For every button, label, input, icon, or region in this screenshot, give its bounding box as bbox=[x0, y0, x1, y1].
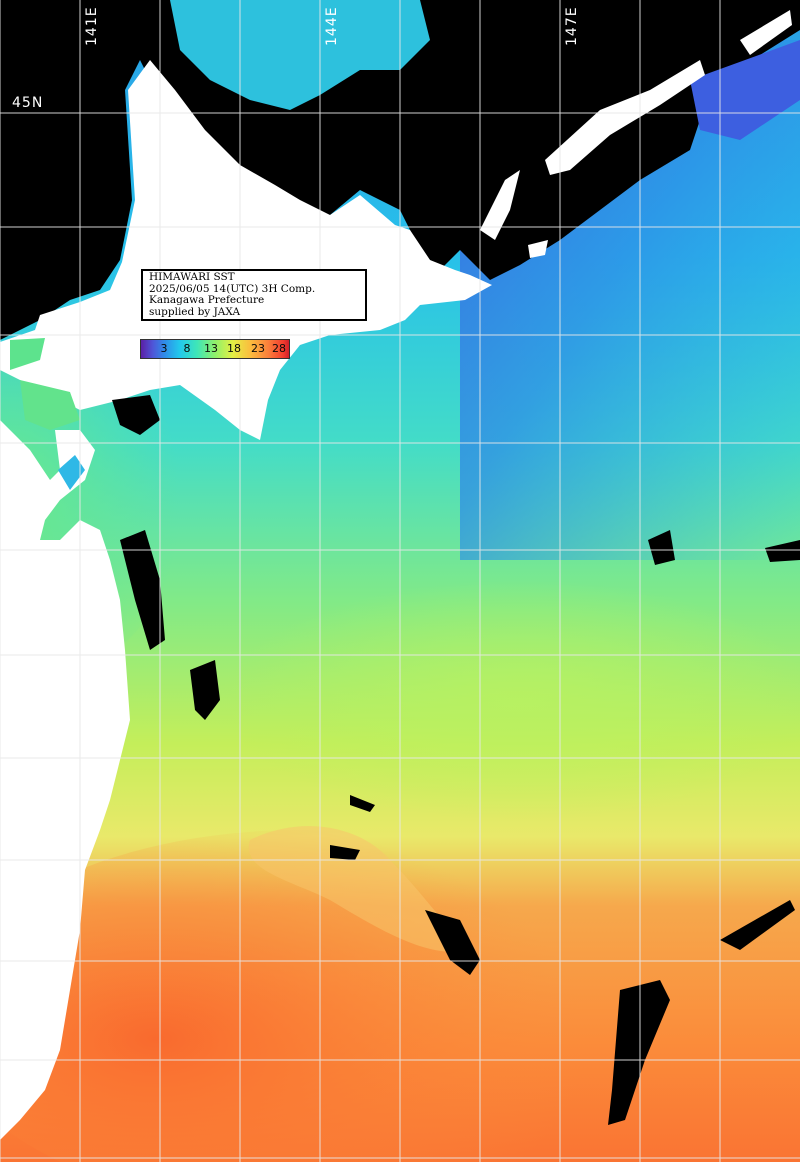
cloud-sanriku-1 bbox=[120, 530, 165, 650]
kunashiri-island bbox=[480, 170, 520, 240]
hokkaido-land bbox=[0, 60, 492, 440]
shikotan-island bbox=[528, 240, 548, 258]
cloud-oshima-coast bbox=[20, 380, 80, 430]
etorofu-island bbox=[545, 60, 705, 175]
cloud-offshore-2 bbox=[608, 980, 670, 1125]
urup-island bbox=[740, 10, 792, 55]
legend-tick-13: 13 bbox=[204, 342, 218, 355]
cloud-offshore-3 bbox=[720, 900, 795, 950]
honshu-land bbox=[0, 420, 130, 1140]
legend-tick-28: 28 bbox=[272, 342, 286, 355]
info-prefecture: Kanagawa Prefecture bbox=[149, 294, 265, 306]
cloud-offshore-1 bbox=[425, 910, 480, 975]
cloud-sanriku-2 bbox=[190, 660, 220, 720]
mid-green-band bbox=[220, 580, 800, 820]
legend-tick-23: 23 bbox=[251, 342, 265, 355]
cloud-offshore-6 bbox=[648, 530, 675, 565]
legend-tick-3: 3 bbox=[160, 342, 168, 355]
lon-label-144e: 144E bbox=[324, 6, 340, 46]
legend-tick-18: 18 bbox=[227, 342, 241, 355]
cloud-east-hokkaido bbox=[112, 395, 160, 435]
temperature-legend: 3 8 13 18 23 28 bbox=[140, 339, 290, 359]
cloud-sakhalin-coast bbox=[10, 338, 45, 370]
lat-label-45n: 45N bbox=[12, 95, 44, 111]
lon-label-141e: 141E bbox=[84, 6, 100, 46]
info-supplier: supplied by JAXA bbox=[149, 305, 241, 318]
warm-eddy-tongue bbox=[248, 826, 470, 952]
cloud-offshore-7 bbox=[765, 540, 800, 562]
blue-patch-northeast bbox=[690, 40, 800, 140]
info-box: HIMAWARI SST 2025/06/05 14(UTC) 3H Comp.… bbox=[141, 269, 367, 321]
lon-label-147e: 147E bbox=[564, 6, 580, 46]
warm-core bbox=[0, 830, 660, 1162]
tsugaru-mutsu-bay bbox=[58, 455, 85, 490]
legend-tick-8: 8 bbox=[183, 342, 191, 355]
cyan-patch-north bbox=[170, 0, 430, 110]
info-datetime: 2025/06/05 14(UTC) 3H Comp. bbox=[149, 282, 316, 295]
cloud-offshore-4 bbox=[330, 845, 360, 860]
cloud-offshore-5 bbox=[350, 795, 375, 812]
info-title: HIMAWARI SST bbox=[149, 271, 235, 283]
